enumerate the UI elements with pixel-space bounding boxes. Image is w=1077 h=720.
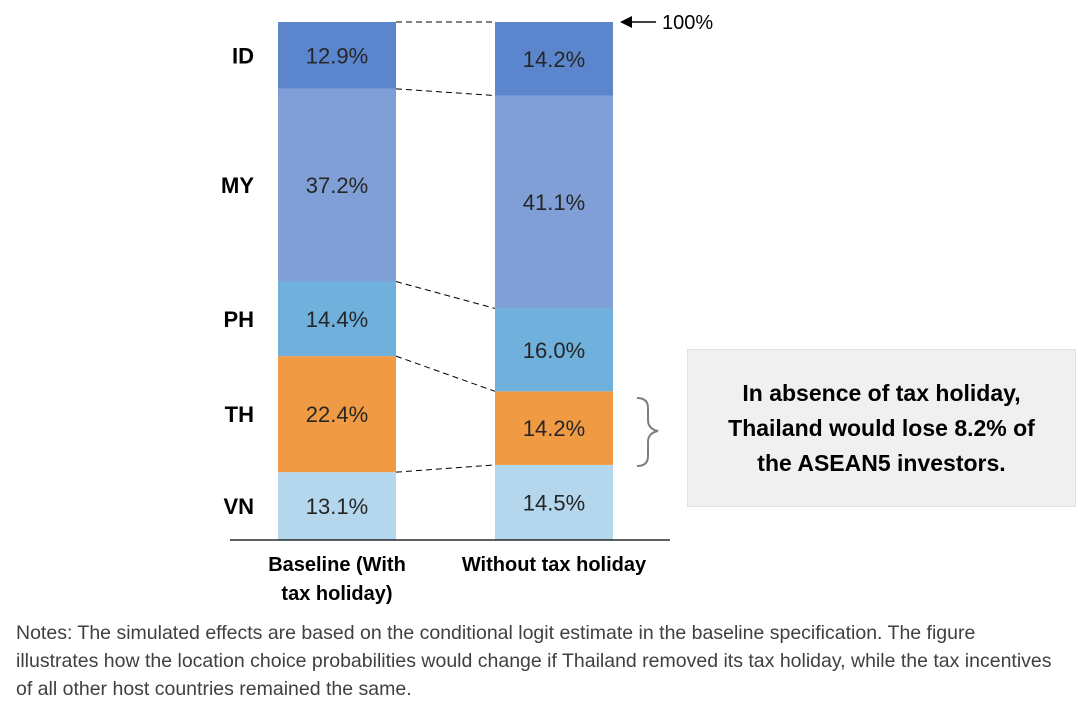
connector-lines bbox=[395, 21, 496, 473]
data-label: 14.5% bbox=[523, 490, 585, 515]
bar-segments bbox=[278, 22, 613, 540]
segment-labels: 13.1% 22.4% 14.4% 37.2% 12.9% 14.5% 14.2% 16.0%… bbox=[306, 43, 585, 519]
category-label: Baseline (With bbox=[268, 554, 406, 576]
brace-icon bbox=[636, 397, 659, 467]
bar-segment-ph bbox=[278, 281, 396, 357]
bar-segment-th bbox=[278, 356, 396, 473]
callout-line: Thailand would lose 8.2% of bbox=[728, 414, 1035, 441]
bar-segment-id bbox=[495, 22, 613, 96]
category-labels: Baseline (With tax holiday) Without tax ho… bbox=[268, 554, 647, 605]
bar-segment-ph bbox=[495, 308, 613, 392]
category-label: tax holiday) bbox=[281, 583, 392, 605]
callout-line: In absence of tax holiday, bbox=[742, 379, 1021, 406]
connector-line bbox=[395, 281, 496, 309]
data-label: 22.4% bbox=[306, 402, 368, 427]
bar-segment-my bbox=[278, 88, 396, 282]
total-marker-arrowhead bbox=[620, 16, 632, 28]
data-label: 14.4% bbox=[306, 307, 368, 332]
total-marker-label: 100% bbox=[662, 12, 713, 34]
callout-box: In absence of tax holiday, Thailand woul… bbox=[687, 349, 1076, 507]
callout-line: the ASEAN5 investors. bbox=[757, 449, 1006, 476]
connector-line bbox=[395, 355, 496, 392]
bar-segment-vn bbox=[278, 472, 396, 540]
row-label-ph: PH bbox=[223, 307, 254, 332]
bar-segment-my bbox=[495, 95, 613, 309]
data-label: 14.2% bbox=[523, 47, 585, 72]
country-labels: VN TH PH MY ID bbox=[221, 43, 254, 519]
bar-segment-id bbox=[278, 22, 396, 89]
data-label: 41.1% bbox=[523, 190, 585, 215]
data-label: 37.2% bbox=[306, 173, 368, 198]
data-label: 14.2% bbox=[523, 416, 585, 441]
connector-line bbox=[395, 464, 496, 473]
data-label: 13.1% bbox=[306, 494, 368, 519]
callout-text: In absence of tax holiday, Thailand woul… bbox=[728, 376, 1035, 481]
row-label-id: ID bbox=[232, 43, 254, 68]
total-marker: 100% bbox=[620, 12, 713, 34]
row-label-th: TH bbox=[225, 402, 254, 427]
notes-text: Notes: The simulated effects are based o… bbox=[16, 622, 1052, 700]
category-label: Without tax holiday bbox=[462, 554, 647, 576]
data-label: 12.9% bbox=[306, 43, 368, 68]
connector-line bbox=[395, 88, 496, 97]
bar-segment-th bbox=[495, 391, 613, 465]
row-label-my: MY bbox=[221, 173, 254, 198]
bar-segment-vn bbox=[495, 464, 613, 540]
data-label: 16.0% bbox=[523, 338, 585, 363]
row-label-vn: VN bbox=[223, 494, 254, 519]
